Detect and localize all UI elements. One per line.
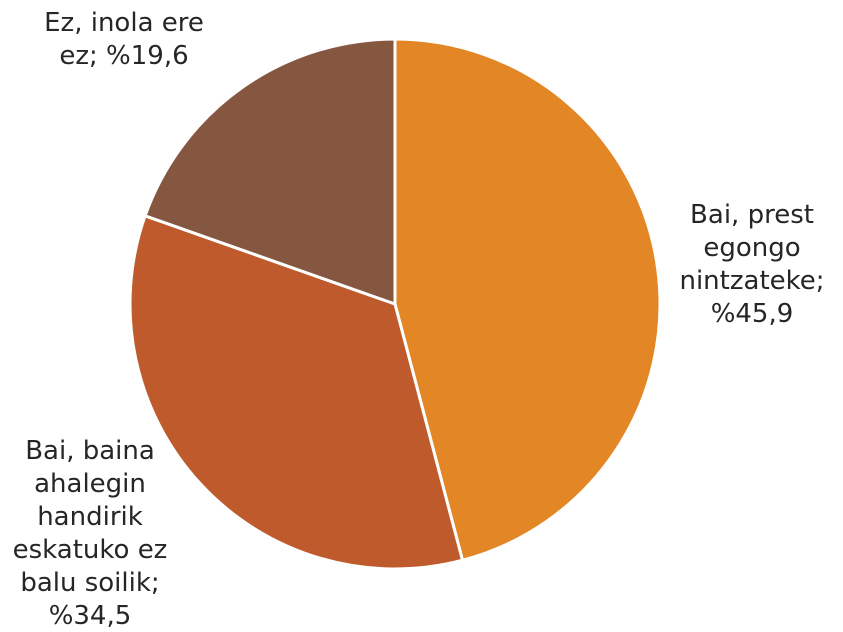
slice-label-line: Bai, prest — [690, 200, 814, 230]
slice-label-3: Ez, inola ere ez; %19,6 — [44, 8, 204, 71]
slice-label-line: balu soilik; — [20, 568, 159, 598]
pie-slice-1 — [393, 37, 662, 563]
pie-slices — [128, 37, 662, 571]
slice-label-2: Bai, baina ahalegin handirik eskatuko ez bal… — [13, 436, 168, 631]
slice-label-line: ahalegin — [34, 469, 146, 499]
slice-label-line: egongo — [703, 233, 800, 263]
slice-label-line: Ez, inola ere — [44, 8, 204, 38]
slice-label-line: nintzateke; — [679, 266, 824, 296]
pie-slice-2 — [128, 213, 465, 571]
slice-label-line: %34,5 — [49, 601, 132, 631]
pie-labels: Bai, prest egongo nintzateke; %45,9 Bai, bai… — [13, 8, 825, 631]
slice-label-line: Bai, baina — [25, 436, 155, 466]
slice-label-line: eskatuko ez — [13, 535, 168, 565]
slice-label-1: Bai, prest egongo nintzateke; %45,9 — [679, 200, 824, 329]
slice-label-line: ez; %19,6 — [59, 41, 188, 71]
pie-slice-3 — [143, 37, 397, 307]
slice-label-line: handirik — [37, 502, 143, 532]
slice-label-line: %45,9 — [711, 299, 794, 329]
